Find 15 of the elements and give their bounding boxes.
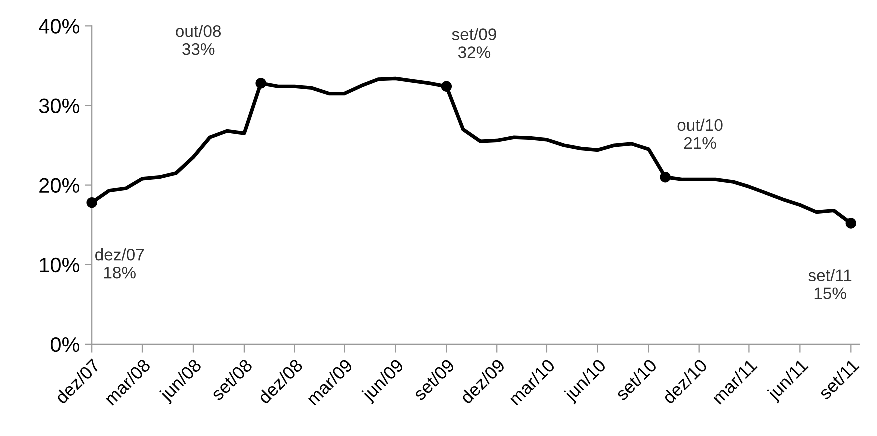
y-tick-label: 10% xyxy=(40,258,80,273)
point xyxy=(846,218,856,229)
y-tick-label: 20% xyxy=(40,178,80,194)
annotation: out/10 21% xyxy=(678,118,723,150)
point xyxy=(256,78,266,89)
point xyxy=(441,81,452,92)
y-tick-label: 40% xyxy=(39,19,80,34)
y-tick-label: 0% xyxy=(50,337,80,352)
annotation: dez/07 18% xyxy=(96,248,144,279)
point xyxy=(86,197,98,208)
annotation: out/08 33% xyxy=(176,25,222,56)
point xyxy=(660,172,671,183)
annotation: set/11 15% xyxy=(808,269,852,300)
annotation: set/09 32% xyxy=(452,28,496,58)
y-tick-label: 30% xyxy=(39,98,80,114)
